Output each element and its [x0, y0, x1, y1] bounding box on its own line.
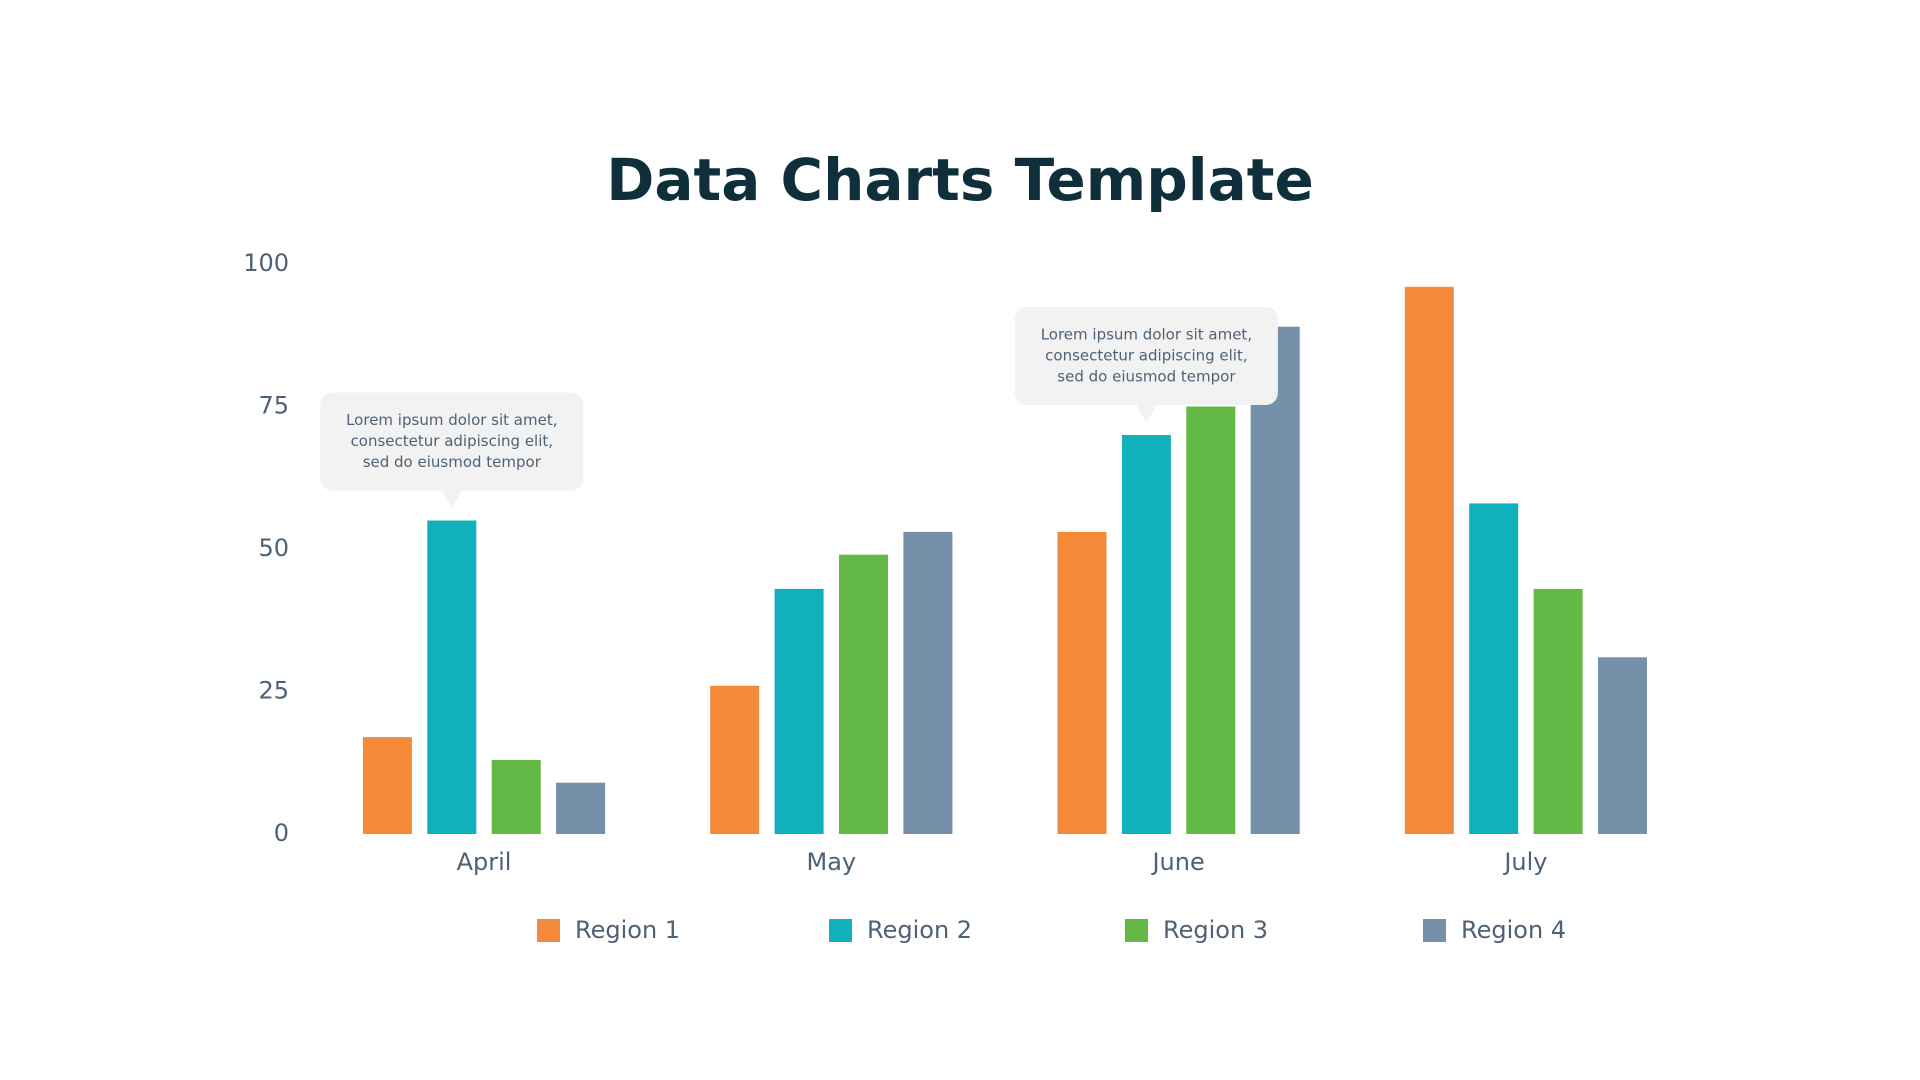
callout-pointer — [441, 490, 462, 509]
chart-title: Data Charts Template — [606, 146, 1314, 214]
x-tick-label: June — [1150, 848, 1204, 876]
bar — [1469, 503, 1519, 834]
y-tick-label: 75 — [258, 392, 289, 420]
bar — [1121, 435, 1171, 834]
bar — [1057, 531, 1107, 834]
x-tick-label: April — [457, 848, 512, 876]
callout-text: consectetur adipiscing elit, — [351, 432, 553, 450]
bar — [427, 520, 477, 834]
bar — [903, 531, 953, 834]
legend-label: Region 3 — [1163, 916, 1268, 944]
bar — [1250, 326, 1300, 834]
legend-item: Region 4 — [1423, 916, 1566, 944]
callout-box — [320, 392, 584, 491]
legend-label: Region 2 — [867, 916, 972, 944]
y-tick-label: 50 — [258, 534, 289, 562]
callout: Lorem ipsum dolor sit amet, consectetur a… — [320, 392, 584, 509]
callout-text: Lorem ipsum dolor sit amet, — [346, 411, 557, 429]
bar — [1598, 657, 1647, 834]
bar — [774, 588, 824, 834]
legend-swatch — [1423, 919, 1446, 942]
bar — [710, 685, 760, 834]
x-tick-label: July — [1502, 848, 1547, 876]
y-tick-label: 25 — [258, 677, 289, 705]
legend-label: Region 4 — [1461, 916, 1566, 944]
callout-text: consectetur adipiscing elit, — [1045, 347, 1247, 365]
callout-text: sed do eiusmod tempor — [1057, 368, 1236, 386]
callout-text: Lorem ipsum dolor sit amet, — [1041, 326, 1252, 344]
bar — [1186, 406, 1236, 834]
legend-item: Region 3 — [1125, 916, 1268, 944]
legend-item: Region 2 — [829, 916, 972, 944]
bar — [556, 782, 606, 834]
legend-swatch — [1125, 919, 1148, 942]
bar — [839, 554, 888, 834]
bar — [1404, 286, 1454, 834]
x-tick-label: May — [806, 848, 856, 876]
y-tick-label: 0 — [274, 819, 289, 847]
y-tick-label: 100 — [243, 249, 289, 277]
callout-text: sed do eiusmod tempor — [363, 453, 542, 471]
bar — [362, 737, 412, 834]
legend-item: Region 1 — [537, 916, 680, 944]
legend-swatch — [829, 919, 852, 942]
callout: Lorem ipsum dolor sit amet, consectetur a… — [1014, 307, 1278, 423]
callout-box — [1014, 307, 1278, 405]
bar — [491, 759, 541, 834]
legend-swatch — [537, 919, 560, 942]
bar — [1533, 588, 1583, 834]
legend-label: Region 1 — [575, 916, 680, 944]
callout-pointer — [1136, 405, 1157, 423]
